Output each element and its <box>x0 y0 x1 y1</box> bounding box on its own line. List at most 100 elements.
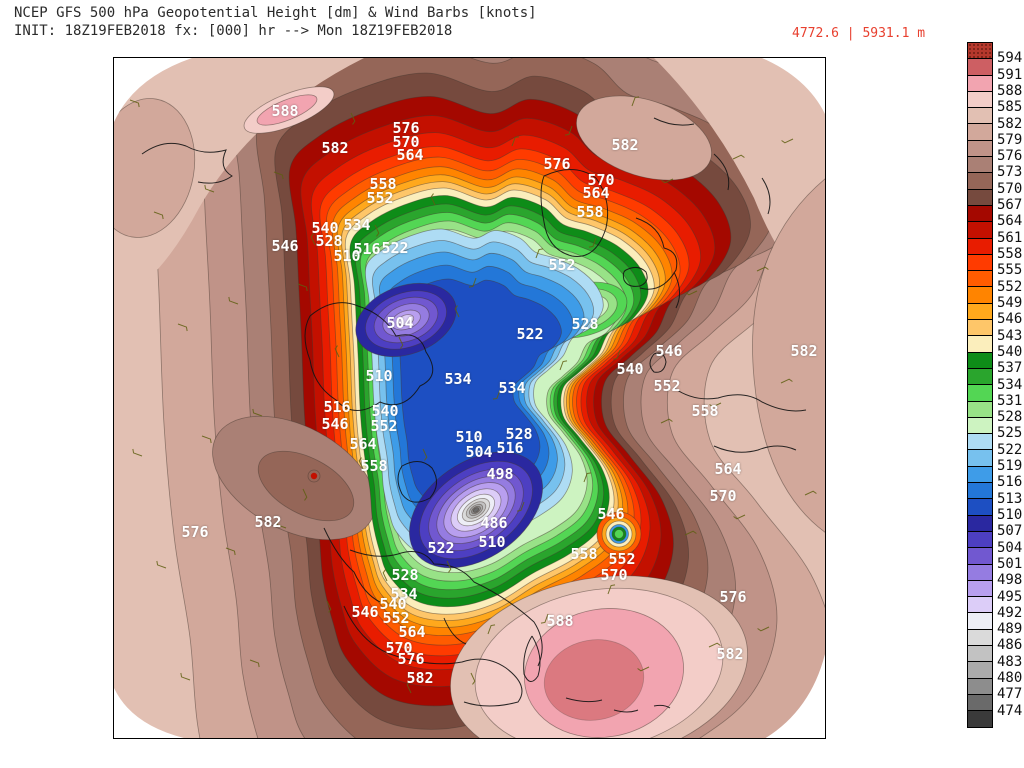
colorbar-cell <box>968 91 992 109</box>
colorbar-cell <box>968 368 992 386</box>
colorbar-cell <box>968 711 992 728</box>
colorbar-cell <box>968 483 992 500</box>
contour-label: 582 <box>611 136 639 154</box>
contour-label: 582 <box>321 139 349 157</box>
contour-label: 540 <box>616 360 644 378</box>
colorbar-tick-label: 540 <box>997 343 1023 360</box>
contour-label: 582 <box>790 342 818 360</box>
contour-label: 588 <box>271 102 299 120</box>
contour-label: 534 <box>498 379 526 397</box>
colorbar-cell <box>968 189 992 206</box>
colorbar-cell <box>968 157 992 174</box>
contour-label: 552 <box>366 189 394 207</box>
colorbar-cell <box>968 385 992 402</box>
colorbar-tick-label: 501 <box>997 555 1023 572</box>
contour-label-layer: 588 582 576 570 564 558 552 540 534 528 546 516 522 5… <box>114 58 825 738</box>
contour-label: 558 <box>369 175 397 193</box>
colorbar-cell <box>968 662 992 679</box>
contour-label: 576 <box>719 588 747 606</box>
colorbar-cell <box>968 678 992 695</box>
colorbar-tick-label: 555 <box>997 262 1023 279</box>
colorbar-cell <box>968 271 992 288</box>
colorbar-cell <box>968 140 992 158</box>
colorbar-cell <box>968 238 992 255</box>
colorbar-cell <box>968 401 992 418</box>
colorbar-cell <box>968 694 992 712</box>
contour-label: 588 <box>546 612 574 630</box>
contour-label: 552 <box>608 550 636 568</box>
colorbar-tick-label: 582 <box>997 115 1023 132</box>
colorbar-cell <box>968 124 992 141</box>
colorbar-tick-label: 576 <box>997 148 1023 165</box>
contour-label: 552 <box>548 256 576 274</box>
colorbar-tick-label: 567 <box>997 197 1023 214</box>
colorbar-cell <box>968 43 992 60</box>
colorbar-cell <box>968 222 992 239</box>
contour-label: 576 <box>181 523 209 541</box>
colorbar-tick-label: 477 <box>997 686 1023 703</box>
contour-label: 576 <box>397 650 425 668</box>
colorbar <box>967 42 993 729</box>
colorbar-cell <box>968 417 992 435</box>
contour-label: 546 <box>655 342 683 360</box>
colorbar-tick-label: 543 <box>997 327 1023 344</box>
contour-label: 510 <box>455 428 483 446</box>
contour-label: 510 <box>478 533 506 551</box>
contour-label: 546 <box>597 505 625 523</box>
contour-label: 516 <box>496 439 524 457</box>
colorbar-cell <box>968 173 992 190</box>
colorbar-tick-label: 558 <box>997 246 1023 263</box>
colorbar-cell <box>968 499 992 516</box>
contour-label: 540 <box>311 219 339 237</box>
contour-label: 528 <box>571 315 599 333</box>
contour-label: 510 <box>333 247 361 265</box>
contour-label: 522 <box>381 239 409 257</box>
colorbar-cell <box>968 515 992 532</box>
colorbar-tick-label: 498 <box>997 572 1023 589</box>
weather-map: 588 582 576 570 564 558 552 540 534 528 546 516 522 5… <box>113 57 826 739</box>
colorbar-cell <box>968 613 992 630</box>
colorbar-tick-label: 588 <box>997 82 1023 99</box>
colorbar-cell <box>968 564 992 581</box>
colorbar-tick-label: 516 <box>997 474 1023 491</box>
contour-label: 504 <box>465 443 493 461</box>
colorbar-cell <box>968 254 992 272</box>
contour-label: 582 <box>716 645 744 663</box>
colorbar-tick-label: 546 <box>997 311 1023 328</box>
colorbar-cell <box>968 450 992 467</box>
colorbar-cell <box>968 548 992 565</box>
colorbar-tick-label: 510 <box>997 506 1023 523</box>
init-valid-subtitle: INIT: 18Z19FEB2018 fx: [000] hr --> Mon … <box>14 23 453 39</box>
contour-label: 522 <box>516 325 544 343</box>
colorbar-tick-label: 552 <box>997 278 1023 295</box>
contour-label: 570 <box>709 487 737 505</box>
colorbar-cell <box>968 205 992 223</box>
colorbar-cell <box>968 320 992 337</box>
contour-label: 564 <box>349 435 377 453</box>
contour-label: 534 <box>390 585 418 603</box>
colorbar-tick-label: 483 <box>997 653 1023 670</box>
contour-label: 546 <box>351 603 379 621</box>
colorbar-cell <box>968 466 992 484</box>
colorbar-tick-label: 522 <box>997 441 1023 458</box>
colorbar-tick-label: 492 <box>997 604 1023 621</box>
colorbar-tick-label: 507 <box>997 523 1023 540</box>
colorbar-cell <box>968 287 992 304</box>
contour-label: 510 <box>365 367 393 385</box>
contour-label: 528 <box>391 566 419 584</box>
contour-label: 570 <box>392 133 420 151</box>
contour-label: 564 <box>396 146 424 164</box>
contour-label: 534 <box>444 370 472 388</box>
contour-label: 516 <box>323 398 351 416</box>
contour-label: 564 <box>582 184 610 202</box>
colorbar-tick-label: 573 <box>997 164 1023 181</box>
colorbar-tick-label: 579 <box>997 131 1023 148</box>
contour-label: 534 <box>343 216 371 234</box>
colorbar-cell <box>968 645 992 663</box>
colorbar-cell <box>968 303 992 321</box>
colorbar-cell <box>968 352 992 369</box>
contour-label: 576 <box>543 155 571 173</box>
colorbar-cell <box>968 75 992 92</box>
contour-label: 528 <box>505 425 533 443</box>
